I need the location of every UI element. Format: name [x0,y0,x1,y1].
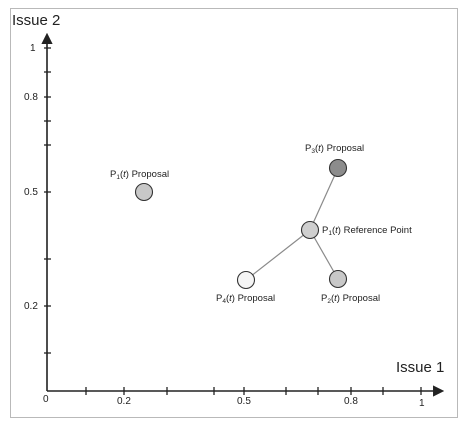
label-arg: t [335,225,338,236]
p3-proposal-label: P3(t) Proposal [305,143,364,155]
label-suffix: Proposal [324,143,364,154]
p1-proposal-label: P1(t) Proposal [110,169,169,181]
label-subscript: 4 [222,298,226,305]
p1-reference-point [300,220,320,240]
label-arg: t [318,143,321,154]
y-axis-title: Issue 2 [12,12,60,29]
p1-proposal-point [134,182,154,202]
label-suffix: Reference Point [341,225,412,236]
x-axis-title: Issue 1 [396,359,444,376]
x-tick-label: 0.2 [117,396,131,407]
y-tick-label: 0.5 [24,187,38,198]
x-tick-label: 0.8 [344,396,358,407]
connector-line [309,229,339,280]
label-prefix: P [216,293,222,304]
label-subscript: 1 [116,174,120,181]
y-tick-label: 0.2 [24,301,38,312]
label-subscript: 1 [328,230,332,237]
label-prefix: P [321,293,327,304]
origin-label: 0 [43,394,49,405]
y-tick-label: 0.8 [24,92,38,103]
p2-proposal-point [328,269,348,289]
x-tick-label: 0.5 [237,396,251,407]
label-suffix: Proposal [129,169,169,180]
diagram-frame [10,8,458,418]
label-prefix: P [322,225,328,236]
p3-proposal-point [328,158,348,178]
p4-proposal-point [236,270,256,290]
label-subscript: 2 [327,298,331,305]
label-subscript: 3 [311,148,315,155]
label-prefix: P [110,169,116,180]
label-arg: t [334,293,337,304]
p4-proposal-label: P4(t) Proposal [216,293,275,305]
label-arg: t [229,293,232,304]
p2-proposal-label: P2(t) Proposal [321,293,380,305]
y-tick-label: 1 [30,43,36,54]
label-prefix: P [305,143,311,154]
label-suffix: Proposal [235,293,275,304]
x-tick-label: 1 [419,398,425,409]
connector-line [245,229,311,281]
label-suffix: Proposal [340,293,380,304]
connector-line [309,167,339,231]
label-arg: t [123,169,126,180]
p1-reference-label: P1(t) Reference Point [322,225,412,237]
